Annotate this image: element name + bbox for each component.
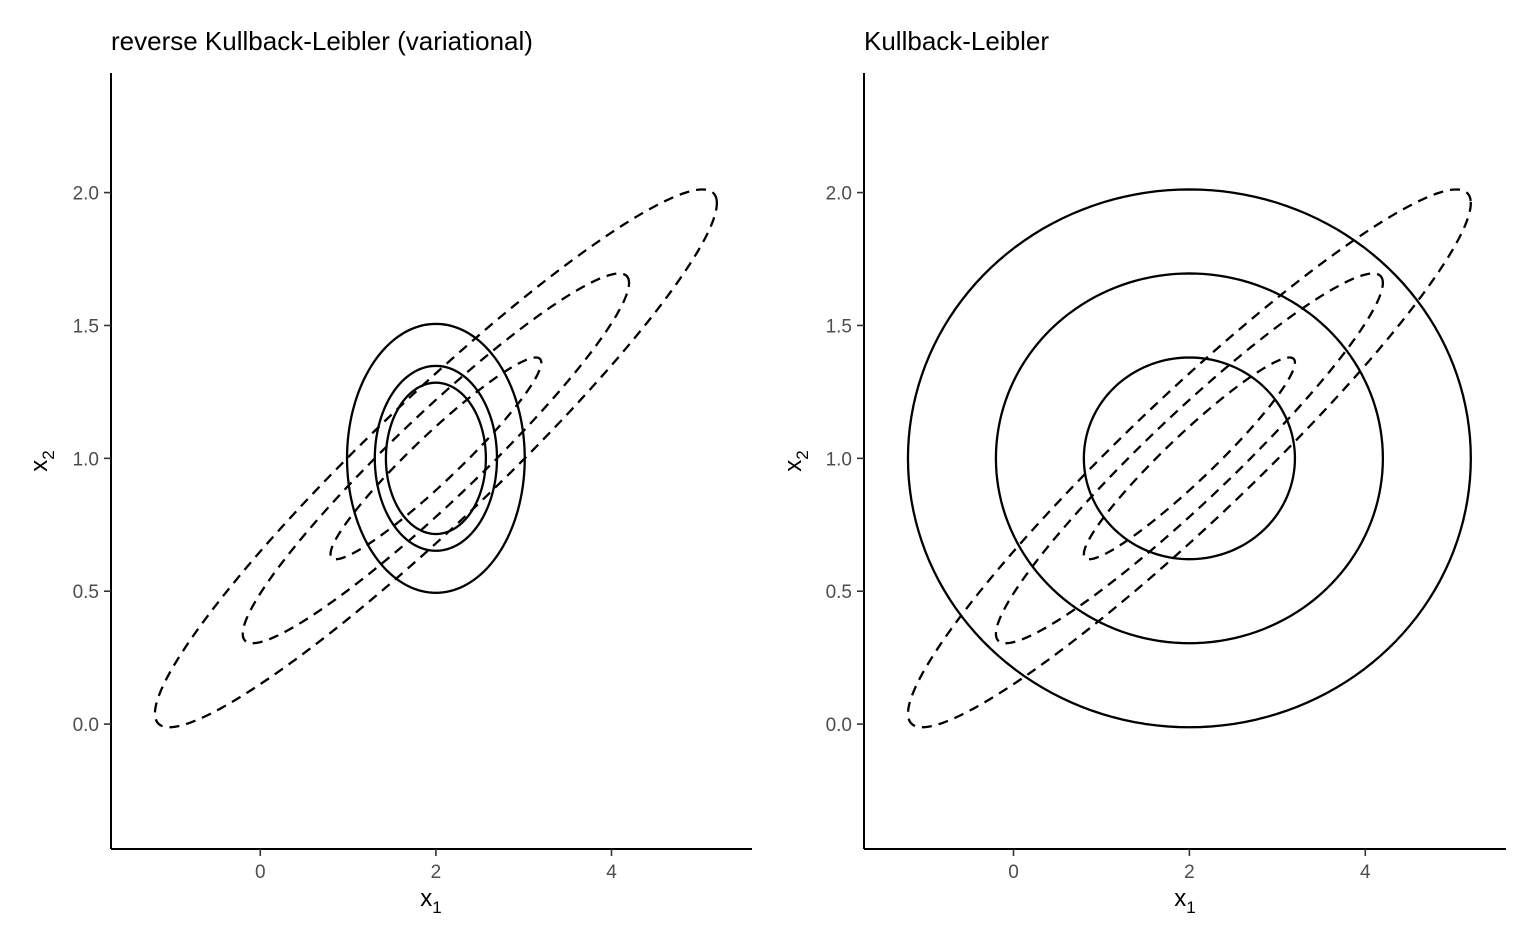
x-tick-label: 0 — [1008, 862, 1019, 883]
panel-reverse-kl: reverse Kullback-Leibler (variational) 0… — [26, 26, 752, 917]
panel-kl: Kullback-Leibler 0 2 4 0.0 0.5 1.0 1.5 2.0 x1 x… — [780, 26, 1506, 917]
x-axis-label: x1 — [1174, 885, 1195, 917]
y-axis-label: x2 — [780, 450, 812, 471]
y-tick-label: 2.0 — [73, 184, 99, 205]
y-tick-label: 0.0 — [826, 715, 852, 736]
solid-contour-3 — [906, 188, 1472, 729]
y-tick-label: 1.0 — [73, 449, 99, 470]
x-tick-label: 2 — [431, 862, 442, 883]
x-tick-label: 0 — [255, 862, 266, 883]
y-axis-label: x2 — [26, 450, 58, 471]
panel-title: Kullback-Leibler — [864, 26, 1049, 56]
tick-group: 0 2 4 0.0 0.5 1.0 1.5 2.0 — [73, 184, 618, 883]
x-tick-label: 2 — [1184, 862, 1195, 883]
x-tick-label: 4 — [1360, 862, 1371, 883]
tick-group: 0 2 4 0.0 0.5 1.0 1.5 2.0 — [826, 184, 1371, 883]
y-tick-label: 0.5 — [73, 582, 99, 603]
dashed-contour-3 — [906, 188, 1472, 729]
x-axis-label: x1 — [420, 885, 441, 917]
dashed-contour-1 — [329, 356, 543, 561]
contour-group — [906, 188, 1472, 729]
dashed-contour-2 — [994, 272, 1385, 645]
solid-contour-1 — [1082, 356, 1297, 561]
panel-title: reverse Kullback-Leibler (variational) — [111, 26, 533, 56]
solid-contour-3 — [345, 322, 526, 594]
y-tick-label: 1.0 — [826, 449, 852, 470]
y-tick-label: 1.5 — [826, 316, 852, 337]
y-tick-label: 1.5 — [73, 316, 99, 337]
dashed-contour-2 — [241, 272, 631, 645]
solid-contour-2 — [994, 272, 1385, 645]
y-tick-label: 2.0 — [826, 184, 852, 205]
solid-contour-2 — [373, 364, 499, 552]
dashed-contour-1 — [1082, 356, 1297, 561]
solid-contour-1 — [384, 381, 488, 536]
x-tick-label: 4 — [606, 862, 617, 883]
y-tick-label: 0.5 — [826, 582, 852, 603]
contour-group — [153, 188, 719, 729]
y-tick-label: 0.0 — [73, 715, 99, 736]
dashed-contour-3 — [153, 188, 719, 729]
